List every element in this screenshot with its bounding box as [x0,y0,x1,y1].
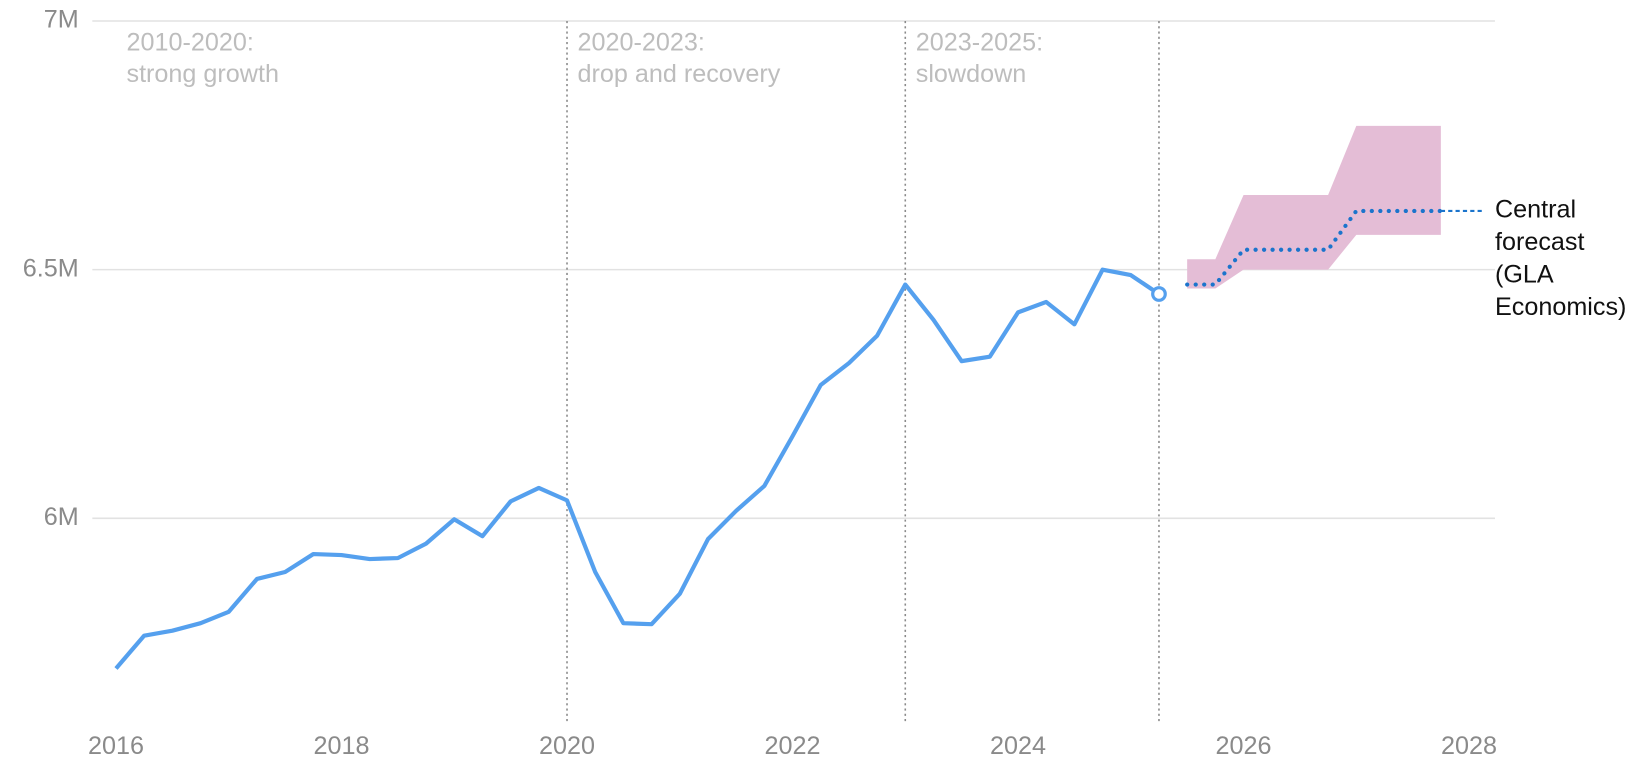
x-tick-label: 2018 [314,732,370,760]
y-tick-label: 6.5M [23,254,79,282]
period-annotation: strong growth [126,60,278,88]
forecast-label: Central [1495,196,1576,224]
period-annotation: 2010-2020: [126,29,253,57]
period-annotation: slowdown [916,60,1027,88]
last-point [1151,286,1167,302]
period-annotation: 2020-2023: [578,29,705,57]
forecast-label: Economics) [1495,293,1626,321]
forecast-label: (GLA [1495,261,1554,289]
period-annotation: 2023-2025: [916,29,1043,57]
x-tick-label: 2026 [1216,732,1272,760]
period-annotation: drop and recovery [578,60,781,88]
x-tick-label: 2024 [990,732,1046,760]
x-tick-label: 2020 [539,732,595,760]
x-tick-label: 2022 [765,732,821,760]
y-tick-label: 6M [44,503,79,531]
series-line [114,267,1161,670]
y-tick-label: 7M [44,6,79,34]
forecast-band [1187,125,1441,289]
forecast-label: forecast [1495,228,1585,256]
forecast-line [1185,208,1443,287]
x-tick-label: 2016 [88,732,144,760]
x-tick-label: 2028 [1441,732,1497,760]
